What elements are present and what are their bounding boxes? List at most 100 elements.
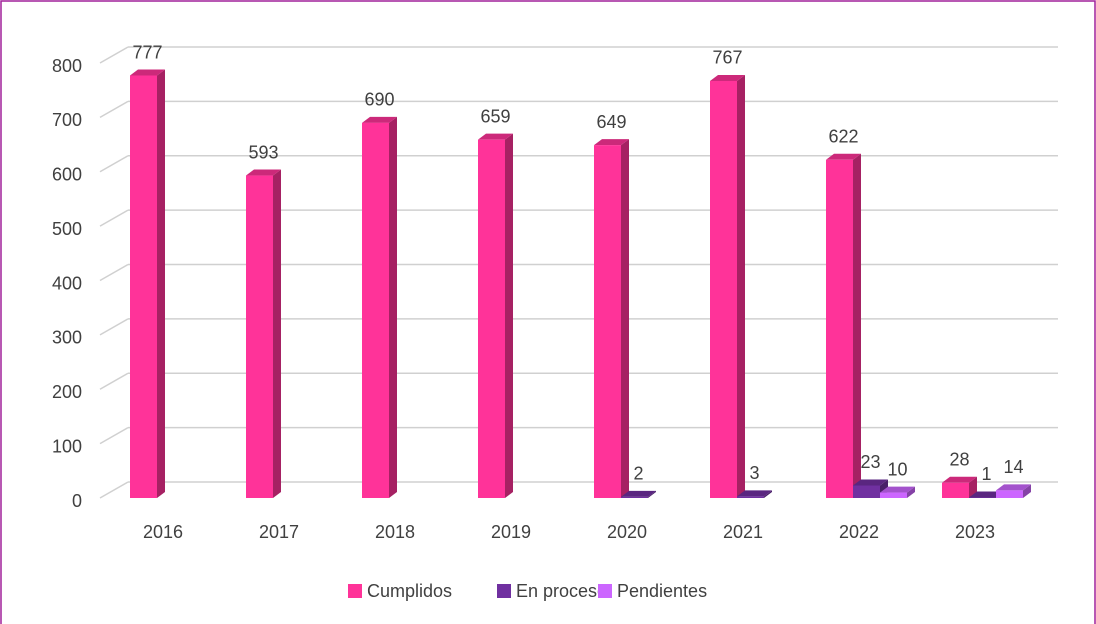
data-label: 777 <box>132 42 162 62</box>
bar-top <box>621 490 656 497</box>
data-label: 767 <box>712 48 742 68</box>
y-tick-label: 600 <box>52 165 82 185</box>
bar-front <box>996 490 1023 498</box>
legend-swatch <box>348 584 362 598</box>
x-tick-label: 2017 <box>259 522 299 542</box>
bar-top <box>246 169 281 176</box>
bar-top <box>594 139 629 146</box>
data-label: 649 <box>596 112 626 132</box>
grid-line-depth <box>99 481 129 499</box>
data-label: 28 <box>949 450 969 470</box>
legend-label: Cumplidos <box>367 581 452 601</box>
x-tick-label: 2019 <box>491 522 531 542</box>
bar-front <box>478 139 505 498</box>
data-label: 14 <box>1003 457 1023 477</box>
bar <box>246 169 281 498</box>
bar-top <box>969 491 1004 498</box>
bar-side <box>853 153 861 498</box>
x-tick-label: 2023 <box>955 522 995 542</box>
bar-side <box>389 116 397 498</box>
bar-top <box>478 133 513 140</box>
bar-side <box>648 490 656 498</box>
data-label: 622 <box>828 127 858 147</box>
bar-side <box>157 69 165 498</box>
bar <box>130 69 165 498</box>
y-tick-label: 800 <box>52 56 82 76</box>
data-label: 2 <box>633 464 643 484</box>
bar-top <box>362 116 397 123</box>
y-tick-label: 700 <box>52 110 82 130</box>
y-tick-label: 200 <box>52 382 82 402</box>
bar-front <box>362 122 389 498</box>
bar-top <box>942 476 977 483</box>
data-label: 10 <box>887 459 907 479</box>
grid-line-depth <box>99 372 129 390</box>
bar-front <box>942 482 969 498</box>
y-tick-label: 400 <box>52 273 82 293</box>
bar-front <box>594 145 621 498</box>
x-tick-label: 2022 <box>839 522 879 542</box>
legend-label: Pendientes <box>617 581 707 601</box>
x-tick-label: 2021 <box>723 522 763 542</box>
bar <box>996 484 1031 498</box>
y-tick-label: 500 <box>52 219 82 239</box>
bar <box>594 139 629 498</box>
x-tick-label: 2016 <box>143 522 183 542</box>
bar-front <box>737 496 764 498</box>
bar-side <box>969 476 977 498</box>
bar <box>621 490 656 498</box>
bar-side <box>273 169 281 498</box>
bar <box>826 153 861 498</box>
bar <box>737 490 772 498</box>
bar-side <box>764 490 772 498</box>
grid-line-depth <box>99 155 129 173</box>
bar-side <box>1023 484 1031 498</box>
bar-top <box>996 484 1031 491</box>
data-label: 593 <box>248 142 278 162</box>
bar-side <box>907 486 915 498</box>
bar-front <box>826 159 853 498</box>
bar-front <box>130 75 157 498</box>
bar-top <box>130 69 165 76</box>
bar-front <box>246 175 273 498</box>
y-tick-label: 300 <box>52 328 82 348</box>
bar-front <box>969 497 996 498</box>
bar-top <box>710 74 745 81</box>
bar-front <box>853 485 880 498</box>
x-tick-label: 2020 <box>607 522 647 542</box>
bar-top <box>853 479 888 486</box>
grid-line-depth <box>99 46 129 64</box>
bar-top <box>737 490 772 497</box>
bar-side <box>505 133 513 498</box>
grid-line-depth <box>99 263 129 282</box>
bar <box>710 74 745 498</box>
grid-line-depth <box>99 100 129 119</box>
bar-top <box>826 153 861 160</box>
data-label: 690 <box>364 90 394 110</box>
bar-side <box>737 74 745 498</box>
y-tick-label: 0 <box>72 491 82 511</box>
legend-swatch <box>497 584 511 598</box>
grid-line-depth <box>99 209 129 227</box>
data-label: 1 <box>981 464 991 484</box>
bar <box>880 486 915 498</box>
legend-swatch <box>598 584 612 598</box>
grid-line-depth <box>99 318 129 336</box>
bar <box>942 476 977 498</box>
x-tick-label: 2018 <box>375 522 415 542</box>
bar-front <box>880 492 907 498</box>
bar-top <box>880 486 915 493</box>
data-label: 3 <box>749 463 759 483</box>
bar-front <box>621 496 648 498</box>
data-label: 659 <box>480 106 510 126</box>
y-tick-label: 100 <box>52 436 82 456</box>
bar <box>362 116 397 498</box>
legend-label: En proceso <box>516 581 607 601</box>
grid-line-depth <box>99 426 129 445</box>
bar <box>478 133 513 498</box>
bar-side <box>621 139 629 498</box>
data-label: 23 <box>860 452 880 472</box>
bar-front <box>710 80 737 498</box>
